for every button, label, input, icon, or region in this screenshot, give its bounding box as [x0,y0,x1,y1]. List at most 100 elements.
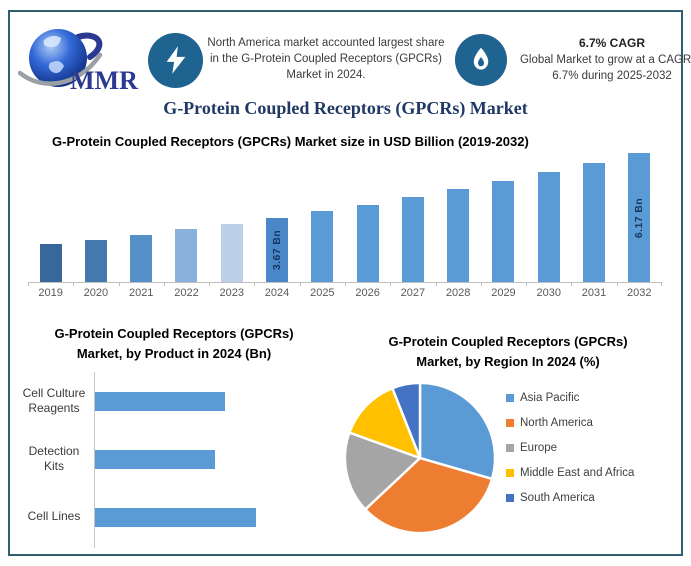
bar-column-2020 [73,240,118,282]
legend-marker-icon [506,419,514,428]
bar-data-label-2032: 6.17 Bn [633,197,646,238]
region-legend: Asia Pacific North America Europe Middle Ea… [506,392,634,542]
legend-label: Europe [520,442,558,455]
x-axis-label-2019: 2019 [28,283,73,299]
legend-marker-icon [506,469,514,478]
bar-column-2029 [481,181,526,282]
legend-marker-icon [506,394,514,403]
x-axis-label-2031: 2031 [571,283,616,299]
globe-continent [43,35,61,47]
region-chart-section: G-Protein Coupled Receptors (GPCRs) Mark… [340,332,676,542]
legend-item-south-america: South America [506,492,634,504]
callout-cagr: 6.7% CAGR Global Market to grow at a CAG… [445,34,691,86]
bar-2027 [401,197,424,282]
legend-label: Middle East and Africa [520,467,635,480]
cagr-heading: 6.7% CAGR [578,35,646,50]
bar-column-2032: 6.17 Bn [617,153,662,282]
legend-label: Asia Pacific [520,392,580,405]
legend-item-asia-pacific: Asia Pacific [506,392,634,404]
x-axis-label-2022: 2022 [163,283,209,299]
product-rows: Cell Culture Reagents Detection Kits Cell … [18,372,330,546]
legend-item-middle-east-and-africa: Middle East and Africa [506,467,634,479]
globe-icon [29,29,87,87]
region-pie-svg [343,381,497,535]
product-title-line1: G-Protein Coupled Receptors (GPCRs) [54,326,294,341]
bar-2032: 6.17 Bn [628,153,651,282]
bar-2026 [356,205,379,282]
legend-marker-icon [506,494,514,503]
product-category-label: Cell Culture Reagents [22,385,86,416]
market-size-chart: 3.67 Bn 6.17 Bn 2019 2020 2021 2022 2023 2024 2… [28,149,662,299]
bar-column-2022 [164,229,209,282]
product-chart: Cell Culture Reagents Detection Kits Cell … [18,372,330,549]
x-axis-label-2024: 2024 [254,283,299,299]
bar-column-2025 [300,211,345,282]
legend-label: South America [520,492,595,505]
product-bar-detection-kits [95,449,215,469]
bar-2024: 3.67 Bn [266,218,289,282]
lightning-bolt-icon [148,32,203,88]
bar-column-2027 [390,197,435,282]
bar-2029 [492,181,515,282]
bar-2021 [130,235,153,282]
product-row: Detection Kits [18,430,330,488]
mmr-logo: MMR [17,29,138,95]
market-size-year-axis: 2019 2020 2021 2022 2023 2024 2025 2026 2027 2028… [28,283,662,299]
market-size-chart-title: G-Protein Coupled Receptors (GPCRs) Mark… [52,134,529,149]
product-category-label: Detection Kits [28,443,80,474]
x-axis-label-2026: 2026 [344,283,390,299]
header: MMR North America market accounted large… [14,18,691,102]
x-axis-label-2029: 2029 [480,283,526,299]
product-bar-cell-lines [95,507,256,527]
x-axis-label-2025: 2025 [299,283,345,299]
product-row: Cell Lines [18,488,330,546]
region-chart-title: G-Protein Coupled Receptors (GPCRs) Mark… [340,332,676,372]
pie-slice-south-america [391,381,422,460]
region-title-line1: G-Protein Coupled Receptors (GPCRs) [388,334,628,349]
bar-column-2023 [209,224,254,282]
region-title-line2: Market, by Region In 2024 (%) [416,354,600,370]
x-axis-label-2021: 2021 [118,283,164,299]
pie-slice-asia-pacific [418,381,497,481]
flame-icon [455,34,507,86]
bar-column-2030 [526,172,571,282]
market-size-columns: 3.67 Bn 6.17 Bn [28,149,662,283]
bar-column-2021 [119,235,164,282]
pie-slice-north-america [364,457,494,535]
product-chart-title: G-Protein Coupled Receptors (GPCRs) Mark… [18,324,330,364]
legend-item-europe: Europe [506,442,634,454]
x-axis-label-2032: 2032 [616,283,662,299]
callout-north-america: North America market accounted largest s… [142,32,445,88]
bar-2020 [84,240,107,282]
bar-2023 [220,224,243,282]
x-axis-label-2027: 2027 [390,283,435,299]
bar-2028 [447,189,470,282]
bar-column-2028 [436,189,481,282]
region-chart: Asia Pacific North America Europe Middle Ea… [340,376,676,542]
bar-column-2024: 3.67 Bn [254,218,299,282]
bar-2031 [583,163,606,282]
legend-marker-icon [506,444,514,453]
logo-swoosh-gray [17,52,103,86]
bar-data-label-2024: 3.67 Bn [271,229,284,271]
logo-swoosh-blue [75,32,103,60]
callout-cagr-text: 6.7% CAGR Global Market to grow at a CAG… [513,35,691,85]
product-title-line2: Market, by Product in 2024 (Bn) [76,346,272,362]
bar-2022 [175,229,198,282]
x-axis-label-2023: 2023 [209,283,254,299]
callout-north-america-text: North America market accounted largest s… [207,37,445,81]
product-bar-cell-culture-reagents [95,391,225,411]
logo-text: MMR [70,66,138,95]
bar-column-2026 [345,205,390,282]
cagr-body: Global Market to grow at a CAGR of 6.7% … [519,54,691,83]
globe-continent [48,61,64,74]
product-chart-section: G-Protein Coupled Receptors (GPCRs) Mark… [18,324,330,549]
product-category-label: Cell Lines [27,509,81,524]
infographic-frame: MMR North America market accounted large… [8,10,691,556]
legend-label: North America [520,417,593,430]
bar-2019 [39,244,62,282]
page-title: G-Protein Coupled Receptors (GPCRs) Mark… [163,98,528,118]
x-axis-label-2030: 2030 [526,283,571,299]
bar-column-2031 [571,163,616,282]
x-axis-label-2020: 2020 [73,283,118,299]
